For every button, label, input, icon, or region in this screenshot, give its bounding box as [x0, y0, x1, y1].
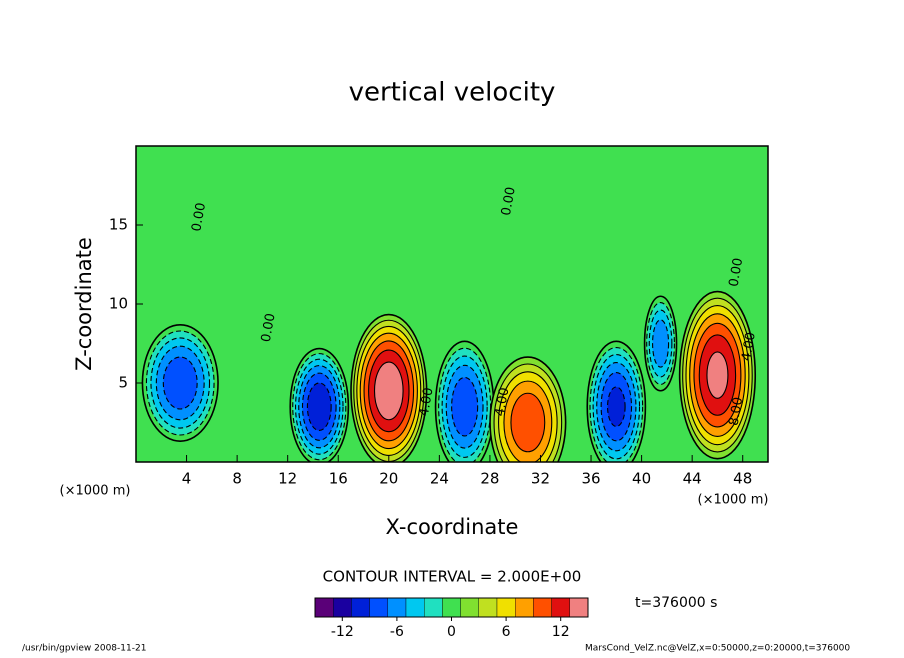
colorbar-cell [314, 597, 334, 618]
x-tick-label: 40 [632, 470, 651, 488]
y-tick-label: 5 [118, 374, 128, 392]
colorbar-tick-label: 0 [447, 624, 456, 640]
x-tick-label: 12 [278, 470, 297, 488]
contour-label: 4.00 [739, 331, 759, 362]
x-unit: (×1000 m) [698, 493, 769, 508]
contour-region [162, 356, 198, 410]
colorbar-tick-label: 12 [552, 624, 570, 640]
contour-region [510, 392, 546, 453]
x-tick-label: 16 [329, 470, 348, 488]
colorbar-cell [387, 597, 407, 618]
colorbar-cell [496, 597, 516, 618]
footer-right: MarsCond_VelZ.nc@VelZ,x=0:50000,z=0:2000… [585, 644, 850, 654]
x-axis-label: X-coordinate [386, 515, 519, 539]
time-label: t=376000 s [635, 595, 717, 611]
y-tick-label: 10 [109, 295, 128, 313]
colorbar-tick-label: -6 [390, 624, 404, 640]
contour-region [652, 319, 670, 368]
y-axis-label: Z-coordinate [72, 237, 96, 371]
colorbar-cell [460, 597, 480, 618]
colorbar-cell [569, 597, 589, 618]
contour-interval: CONTOUR INTERVAL = 2.000E+00 [323, 568, 582, 586]
plot-area: 4.00 4.00 8.00 4.00 0.00 0.00 0.00 0.00 [136, 146, 768, 462]
y-unit: (×1000 m) [60, 484, 131, 499]
colorbar-cell [442, 597, 461, 618]
x-tick-label: 36 [581, 470, 600, 488]
y-tick-label: 15 [109, 216, 128, 234]
contour-region [373, 361, 404, 421]
colorbar-tick-label: 6 [502, 624, 511, 640]
x-tick-label: 4 [182, 470, 192, 488]
colorbar-cell [478, 597, 498, 618]
colorbar-cell [405, 597, 425, 618]
x-tick-label: 24 [430, 470, 449, 488]
contour-label: 0.00 [259, 312, 279, 343]
chart-title: vertical velocity [349, 78, 556, 108]
contour-region [451, 376, 479, 437]
colorbar-cell [424, 597, 443, 618]
contour-label: 0.00 [499, 186, 519, 217]
colorbar-cell [333, 597, 352, 618]
colorbar-cell [515, 597, 534, 618]
contour-region [607, 386, 626, 427]
contour-label: 0.00 [727, 257, 747, 288]
contour-label: 4.00 [493, 386, 513, 417]
colorbar-cell [533, 597, 552, 618]
contour-region [306, 382, 332, 431]
contour-region [706, 351, 729, 399]
x-tick-label: 44 [683, 470, 702, 488]
colorbar-cell [351, 597, 370, 618]
x-tick-label: 8 [232, 470, 242, 488]
x-tick-label: 32 [531, 470, 550, 488]
x-tick-label: 48 [733, 470, 752, 488]
contour-label: 4.00 [417, 386, 437, 417]
footer-left: /usr/bin/gpview 2008-11-21 [22, 644, 146, 654]
x-tick-label: 20 [379, 470, 398, 488]
colorbar-cell [369, 597, 389, 618]
contour-label: 0.00 [189, 202, 209, 233]
contour-label: 8.00 [727, 396, 747, 427]
colorbar-cell [551, 597, 570, 618]
x-tick-label: 28 [480, 470, 499, 488]
colorbar-tick-label: -12 [331, 624, 354, 640]
